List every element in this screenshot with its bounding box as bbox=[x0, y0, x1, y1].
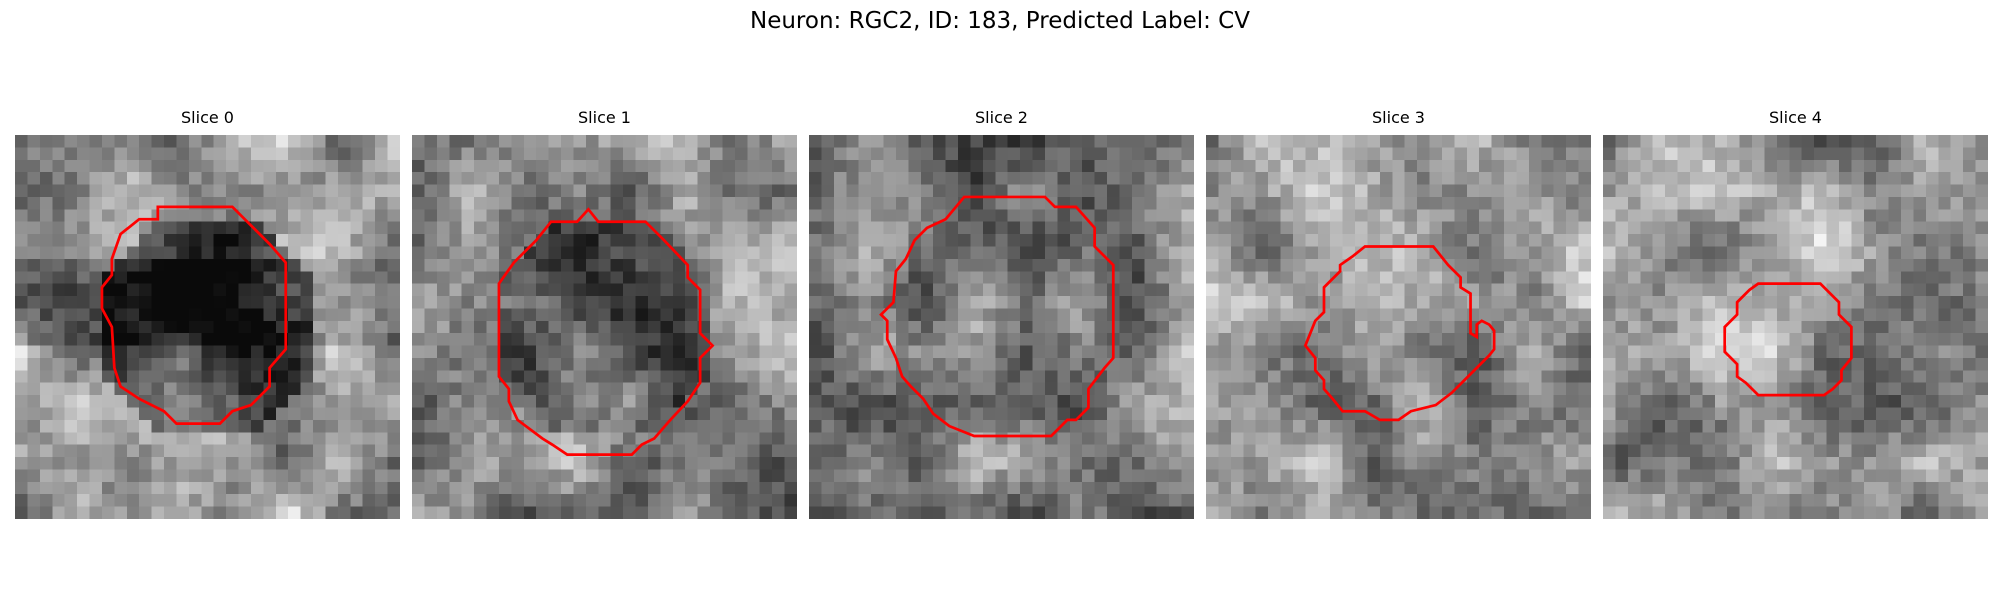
roi-contour bbox=[100, 205, 288, 425]
roi-contour bbox=[879, 195, 1115, 438]
slice-0-image bbox=[15, 135, 400, 519]
slice-2-image bbox=[809, 135, 1194, 519]
figure-title: Neuron: RGC2, ID: 183, Predicted Label: … bbox=[750, 8, 1250, 34]
slice-1-title: Slice 1 bbox=[578, 108, 631, 127]
roi-contour bbox=[1303, 245, 1496, 422]
slice-0-title: Slice 0 bbox=[181, 108, 234, 127]
slice-4-title: Slice 4 bbox=[1769, 108, 1822, 127]
roi-contour bbox=[1723, 282, 1853, 397]
roi-contour bbox=[497, 207, 715, 456]
slice-1-image bbox=[412, 135, 797, 519]
slice-4-image bbox=[1603, 135, 1988, 519]
slice-3-image bbox=[1206, 135, 1591, 519]
slice-2-title: Slice 2 bbox=[975, 108, 1028, 127]
slice-3-title: Slice 3 bbox=[1372, 108, 1425, 127]
